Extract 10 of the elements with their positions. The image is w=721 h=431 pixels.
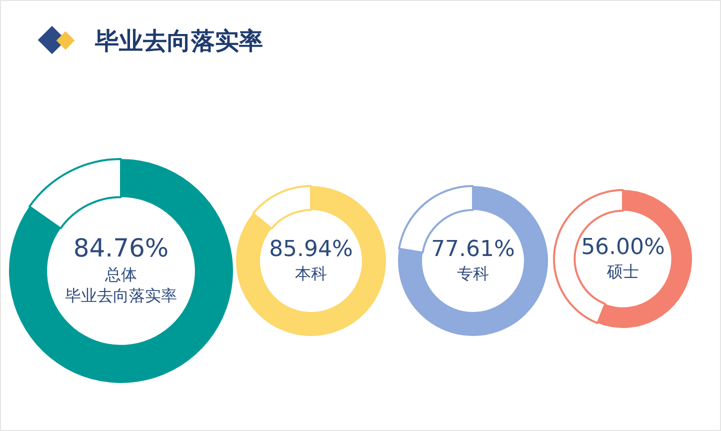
data-label: 56.00% <box>581 235 665 260</box>
text: 硕士 <box>606 262 639 282</box>
text: 总体 <box>104 265 137 284</box>
data-label: 77.61% <box>431 237 515 262</box>
data-label: 84.76% <box>73 234 169 262</box>
text: 毕业去向落实率 <box>65 286 177 306</box>
text: 毕业去向落实率 <box>95 26 263 57</box>
text: 专科 <box>457 264 489 284</box>
data-label: 85.94% <box>269 237 353 262</box>
text: 本科 <box>295 264 327 284</box>
